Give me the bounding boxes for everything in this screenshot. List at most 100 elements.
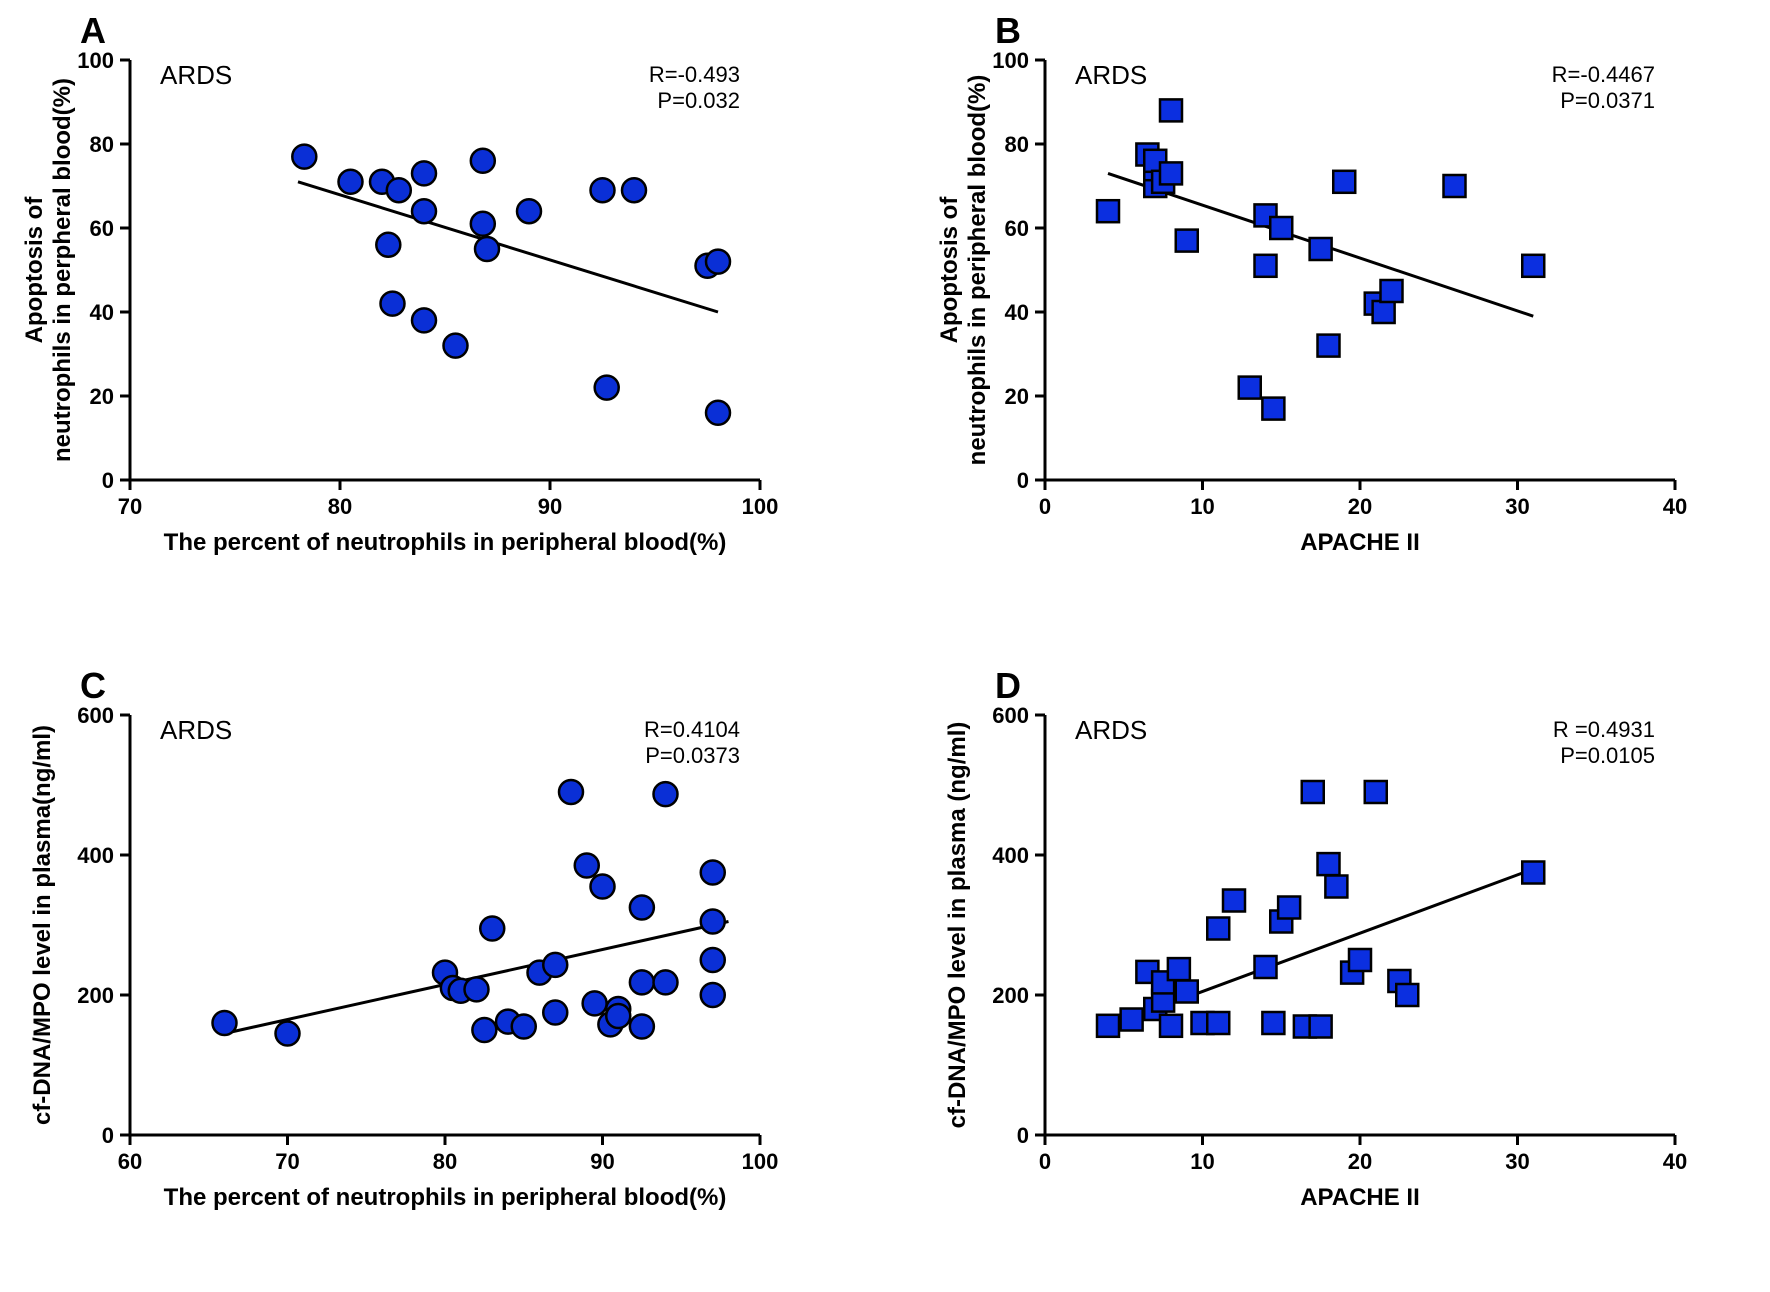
data-point [292, 145, 316, 169]
x-tick-label: 40 [1663, 1149, 1687, 1174]
data-point [591, 178, 615, 202]
data-point [1239, 377, 1261, 399]
data-point [1302, 781, 1324, 803]
x-tick-label: 90 [538, 494, 562, 519]
data-point [1097, 200, 1119, 222]
x-axis-title: APACHE II [1300, 1184, 1420, 1211]
data-point [1522, 862, 1544, 884]
data-point [1396, 984, 1418, 1006]
panel-letter: D [995, 665, 1021, 707]
panel-b: B010203040020406080100APACHE IIApoptosis… [935, 20, 1750, 615]
data-point [701, 861, 725, 885]
data-point [654, 970, 678, 994]
chart-svg: 708090100020406080100The percent of neut… [20, 20, 780, 580]
y-tick-label: 80 [90, 132, 114, 157]
data-point [471, 212, 495, 236]
data-point [517, 199, 541, 223]
data-point [1223, 890, 1245, 912]
data-point [472, 1018, 496, 1042]
data-point [444, 334, 468, 358]
data-point [595, 376, 619, 400]
data-point [1176, 981, 1198, 1003]
x-tick-label: 30 [1505, 1149, 1529, 1174]
stat-text: P=0.0371 [1560, 88, 1655, 113]
panel-letter: B [995, 10, 1021, 52]
y-tick-label: 60 [1005, 216, 1029, 241]
data-point [276, 1022, 300, 1046]
data-point [1522, 255, 1544, 277]
data-point [1160, 99, 1182, 121]
data-point [1318, 335, 1340, 357]
stat-text: P=0.032 [657, 88, 740, 113]
data-point [543, 1001, 567, 1025]
y-axis-title-line2: neutrophils in peripheral blood(%) [964, 75, 991, 466]
data-point [387, 178, 411, 202]
data-point [213, 1011, 237, 1035]
stat-text: R=0.4104 [644, 717, 740, 742]
data-point [475, 237, 499, 261]
figure-grid: A708090100020406080100The percent of neu… [20, 20, 1750, 1270]
data-point [654, 782, 678, 806]
data-point [1176, 230, 1198, 252]
data-point [1349, 949, 1371, 971]
x-tick-label: 90 [590, 1149, 614, 1174]
data-point [1160, 1015, 1182, 1037]
x-axis-title: The percent of neutrophils in peripheral… [164, 1184, 727, 1211]
y-tick-label: 0 [1017, 1123, 1029, 1148]
group-label: ARDS [160, 60, 232, 90]
x-tick-label: 0 [1039, 494, 1051, 519]
y-axis-title: Apoptosis of [936, 196, 963, 344]
data-point [1262, 398, 1284, 420]
panel-c: C607080901000200400600The percent of neu… [20, 675, 835, 1270]
stat-text: R=-0.493 [649, 62, 740, 87]
x-tick-label: 20 [1348, 494, 1372, 519]
x-tick-label: 70 [118, 494, 142, 519]
data-point [701, 948, 725, 972]
y-axis-title: cf-DNA/MPO level in plasma(ng/ml) [29, 725, 56, 1125]
x-tick-label: 30 [1505, 494, 1529, 519]
data-point [1097, 1015, 1119, 1037]
data-point [1310, 238, 1332, 260]
data-point [706, 250, 730, 274]
data-point [412, 161, 436, 185]
y-tick-label: 20 [1005, 384, 1029, 409]
data-point [630, 1015, 654, 1039]
data-point [1168, 958, 1190, 980]
data-point [1278, 897, 1300, 919]
y-tick-label: 40 [90, 300, 114, 325]
data-point [630, 970, 654, 994]
data-point [339, 170, 363, 194]
data-point [1255, 956, 1277, 978]
data-point [471, 149, 495, 173]
x-tick-label: 100 [742, 1149, 779, 1174]
data-point [376, 233, 400, 257]
y-tick-label: 0 [102, 1123, 114, 1148]
panel-d: D0102030400200400600APACHE IIcf-DNA/MPO … [935, 675, 1750, 1270]
data-point [630, 896, 654, 920]
group-label: ARDS [160, 715, 232, 745]
data-point [591, 875, 615, 899]
x-tick-label: 0 [1039, 1149, 1051, 1174]
stat-text: P=0.0373 [645, 743, 740, 768]
panel-letter: C [80, 665, 106, 707]
chart-svg: 0102030400200400600APACHE IIcf-DNA/MPO l… [935, 675, 1695, 1235]
y-tick-label: 0 [102, 468, 114, 493]
data-point [1160, 162, 1182, 184]
data-point [1381, 280, 1403, 302]
data-point [622, 178, 646, 202]
x-tick-label: 100 [742, 494, 779, 519]
y-tick-label: 60 [90, 216, 114, 241]
group-label: ARDS [1075, 60, 1147, 90]
y-tick-label: 200 [992, 983, 1029, 1008]
group-label: ARDS [1075, 715, 1147, 745]
y-tick-label: 80 [1005, 132, 1029, 157]
data-point [1255, 255, 1277, 277]
x-tick-label: 40 [1663, 494, 1687, 519]
y-axis-title: Apoptosis of [21, 196, 48, 344]
y-axis-title-line2: neutrophils in perpheral blood(%) [49, 78, 76, 462]
data-point [1207, 1012, 1229, 1034]
data-point [1365, 781, 1387, 803]
data-point [1262, 1012, 1284, 1034]
data-point [575, 854, 599, 878]
data-point [1270, 217, 1292, 239]
